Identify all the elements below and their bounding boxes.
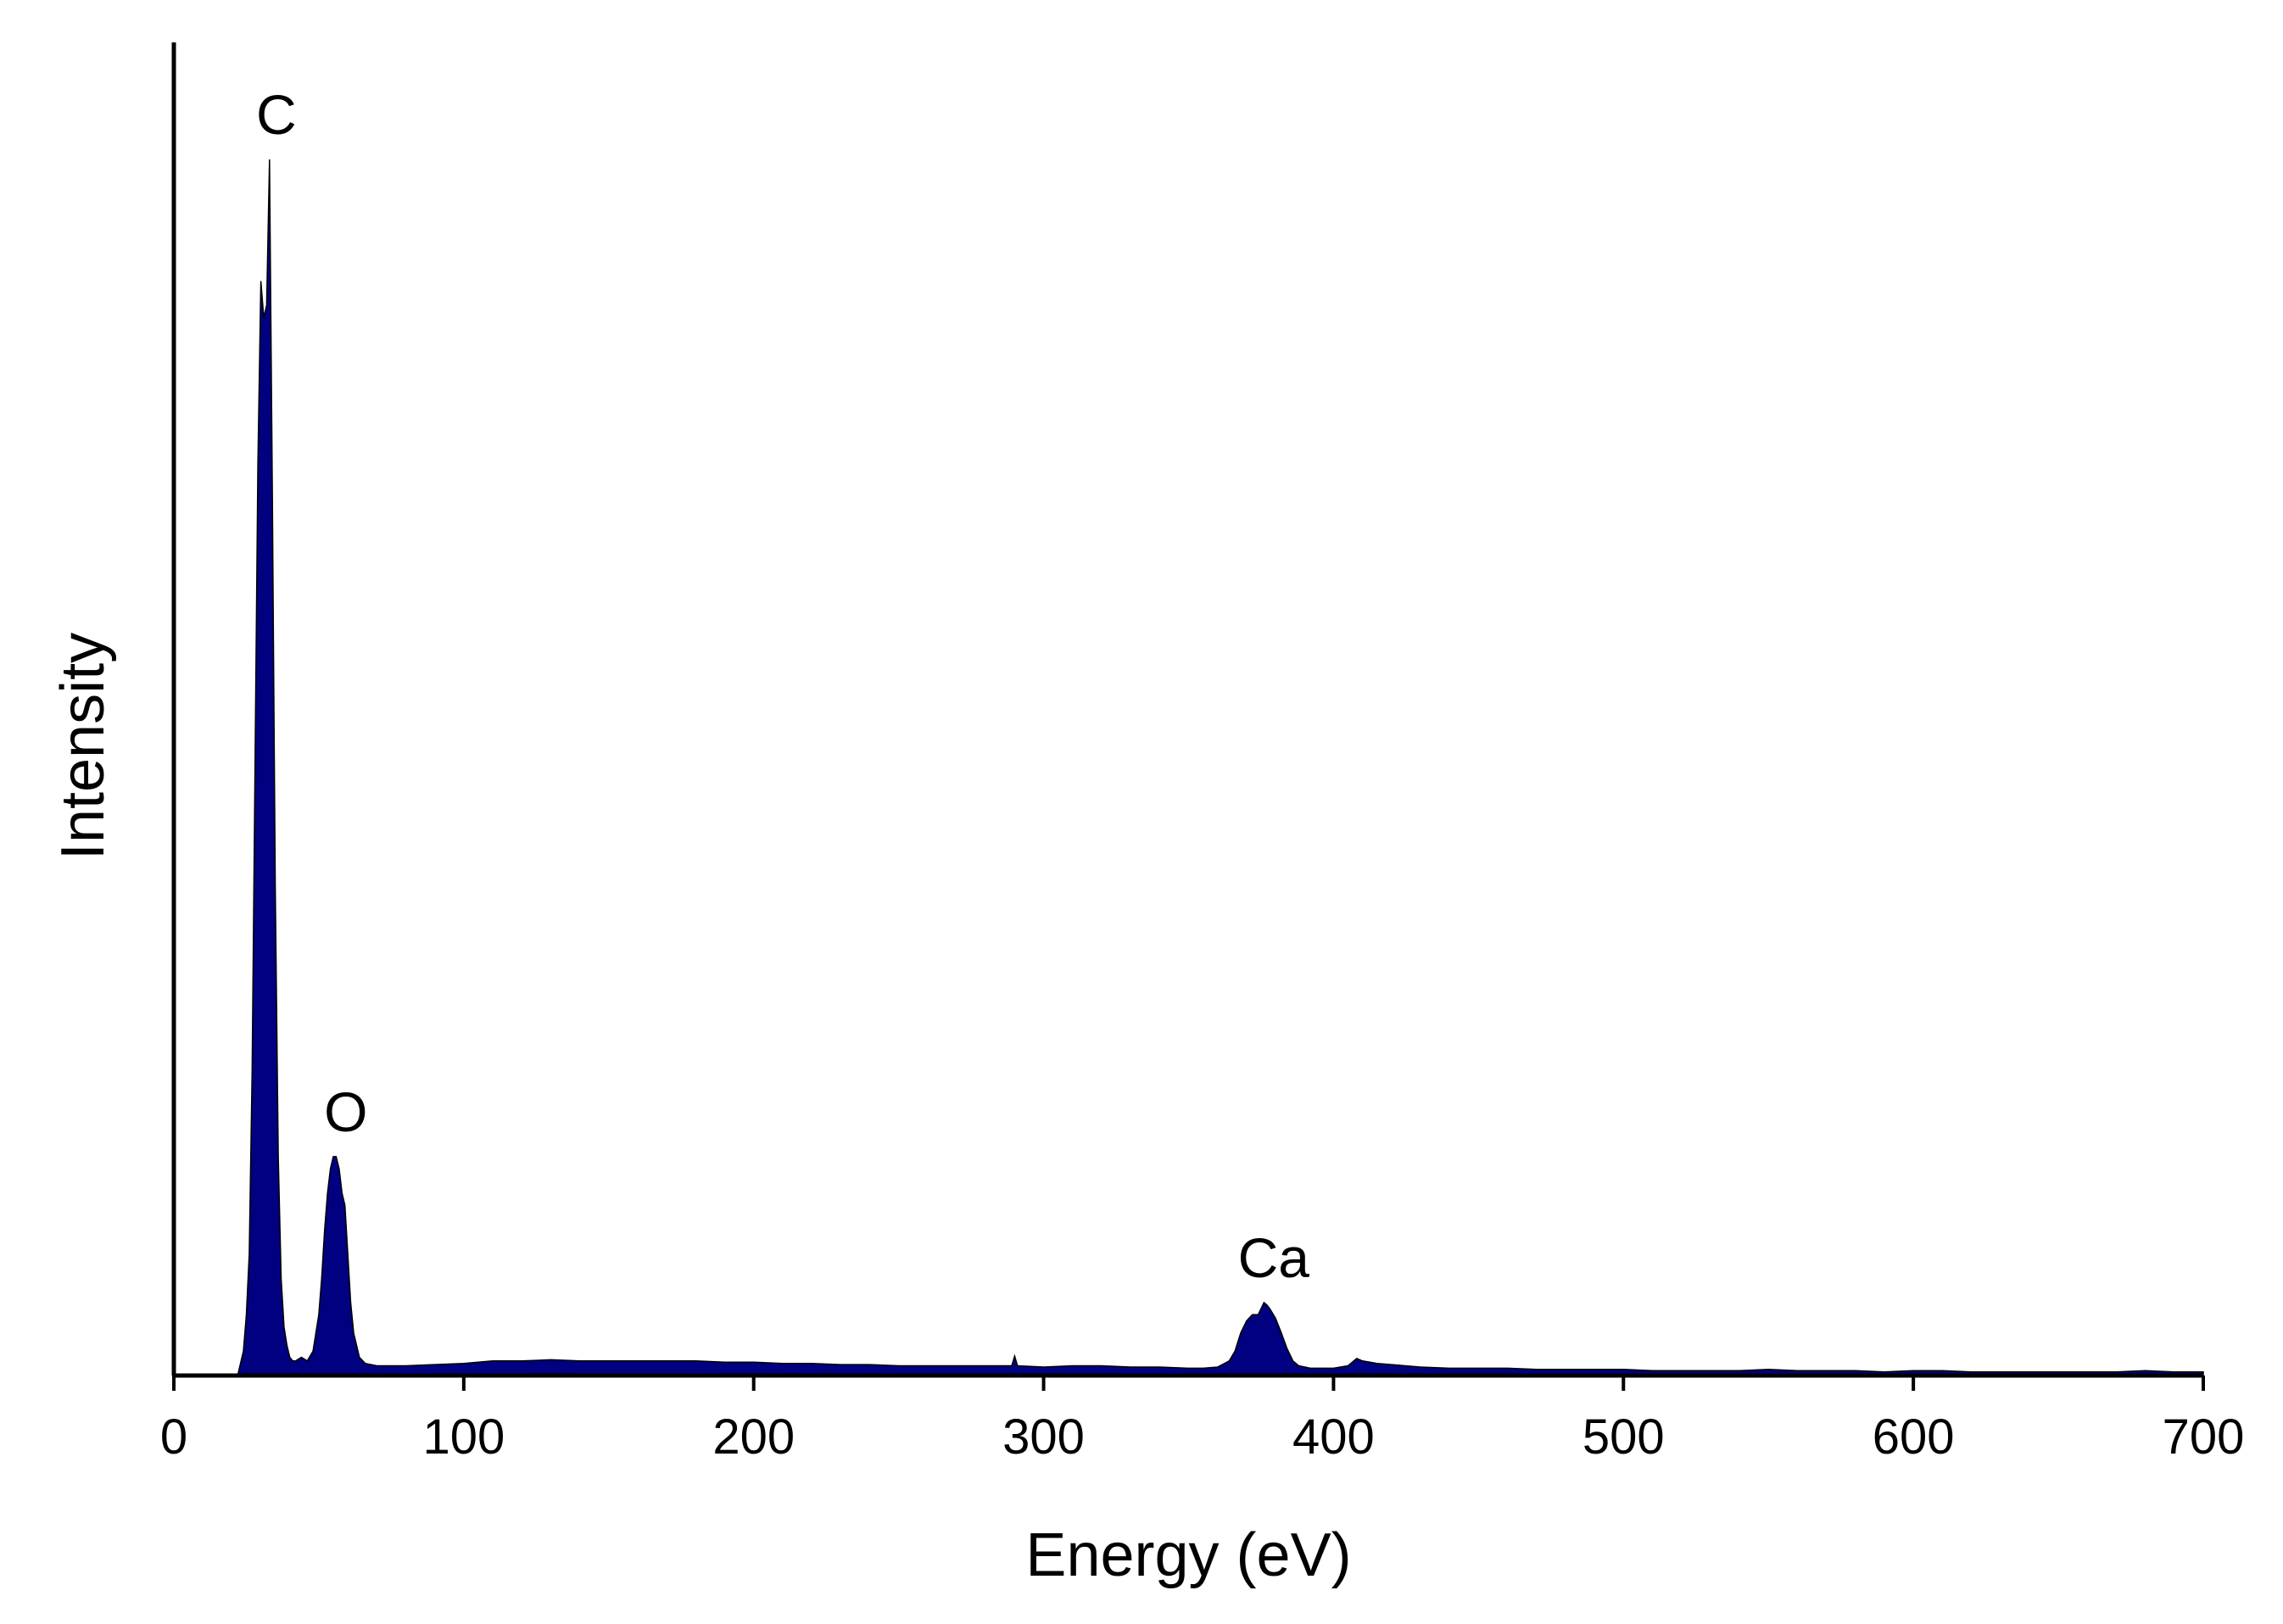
peak-labels-layer: C O Ca	[256, 83, 1309, 1289]
y-axis-title: Intensity	[49, 633, 117, 860]
x-tick-label: 100	[422, 1409, 505, 1465]
spectrum-series-0	[232, 159, 2204, 1376]
x-tick-label: 0	[160, 1409, 187, 1465]
peak-label-o: O	[324, 1080, 367, 1143]
x-tick-label: 600	[1873, 1409, 1955, 1465]
peak-label-c: C	[256, 83, 297, 146]
x-ticks-layer: 0 100 200 300 400 500 600 700	[160, 1376, 2245, 1465]
x-tick-label: 200	[712, 1409, 795, 1465]
x-axis-title: Energy (eV)	[1025, 1521, 1351, 1589]
x-tick-label: 500	[1582, 1409, 1665, 1465]
x-tick-label: 400	[1292, 1409, 1375, 1465]
peak-label-ca: Ca	[1238, 1226, 1310, 1289]
axes-layer	[171, 42, 2203, 1378]
x-tick-label: 700	[2163, 1409, 2245, 1465]
x-tick-label: 300	[1002, 1409, 1085, 1465]
spectrum-area-layer	[232, 159, 2204, 1376]
